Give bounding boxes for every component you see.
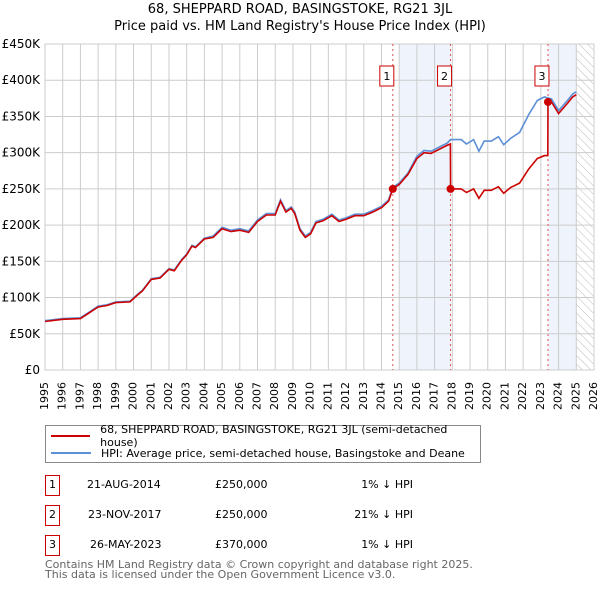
y-tick-label: £100K <box>2 291 42 305</box>
footer: Contains HM Land Registry data © Crown c… <box>45 558 473 581</box>
y-tick-label: £250K <box>2 182 42 196</box>
x-tick-label: 2003 <box>180 382 193 410</box>
x-tick-label: 2017 <box>428 382 441 410</box>
x-tick-label: 2010 <box>304 382 317 410</box>
x-tick-label: 2022 <box>516 382 529 410</box>
x-tick-label: 2025 <box>569 382 582 410</box>
x-tick-label: 2005 <box>215 382 228 410</box>
x-tick-label: 1998 <box>91 382 104 410</box>
y-tick-label: £200K <box>2 218 42 232</box>
y-tick-label: £0 <box>25 363 40 377</box>
legend-label: 68, SHEPPARD ROAD, BASINGSTOKE, RG21 3JL… <box>100 423 448 449</box>
sale-date: 21-AUG-2014 <box>87 478 161 491</box>
x-tick-label: 2007 <box>251 382 264 410</box>
footer-copyright: Contains HM Land Registry data © Crown c… <box>45 558 473 571</box>
sale-point <box>543 97 552 106</box>
plot-frame <box>44 43 595 371</box>
legend-item-property: 68, SHEPPARD ROAD, BASINGSTOKE, RG21 3JL… <box>51 423 480 449</box>
x-tick-label: 2002 <box>162 382 175 410</box>
y-tick-label: £300K <box>2 146 42 160</box>
x-tick-label: 2012 <box>339 382 352 410</box>
x-tick-label: 2023 <box>534 382 547 410</box>
x-tick-label: 2019 <box>463 382 476 410</box>
sale-label: 2 <box>441 70 448 83</box>
legend-swatch-red <box>51 435 91 437</box>
sale-point <box>388 184 397 193</box>
shaded-period <box>547 44 577 370</box>
sale-marker-badge: 2 <box>45 505 60 526</box>
shaded-period <box>399 44 451 370</box>
sale-point <box>446 184 455 193</box>
footer-licence: This data is licensed under the Open Gov… <box>45 568 396 581</box>
chart-subtitle: Price paid vs. HM Land Registry's House … <box>114 19 486 34</box>
sale-label: 3 <box>538 70 545 83</box>
y-tick-label: £350K <box>2 109 42 123</box>
sale-marker-badge: 1 <box>45 475 60 496</box>
legend-swatch-blue <box>51 452 91 454</box>
sale-row: 3 26-MAY-2023 £370,000 1% ↓ HPI <box>45 535 445 556</box>
sale-hpi-diff: 1% ↓ HPI <box>361 478 413 491</box>
sale-label-box <box>379 65 395 87</box>
x-tick-label: 1995 <box>38 382 51 410</box>
legend-label: HPI: Average price, semi-detached house,… <box>101 446 465 460</box>
sale-price: £250,000 <box>215 478 268 491</box>
sale-label-box <box>534 65 550 87</box>
sale-hpi-diff: 21% ↓ HPI <box>354 508 413 521</box>
sale-price: £250,000 <box>215 508 268 521</box>
sale-hpi-diff: 1% ↓ HPI <box>361 538 413 551</box>
x-tick-label: 2018 <box>445 382 458 410</box>
y-tick-label: £150K <box>2 254 42 268</box>
x-tick-label: 1997 <box>73 382 86 410</box>
chart-title: 68, SHEPPARD ROAD, BASINGSTOKE, RG21 3JL <box>147 2 453 17</box>
sale-date: 26-MAY-2023 <box>90 538 162 551</box>
sale-marker-badge: 3 <box>45 535 60 556</box>
x-tick-label: 2016 <box>410 382 423 410</box>
x-tick-label: 2013 <box>357 382 370 410</box>
x-tick-label: 2006 <box>233 382 246 410</box>
x-tick-label: 2026 <box>587 382 600 410</box>
x-tick-label: 2000 <box>127 382 140 410</box>
x-tick-label: 2011 <box>321 382 334 410</box>
price-chart: 1995 1996 1997 1998 1999 2000 2001 2002 2003 2004… <box>2 37 600 410</box>
y-tick-label: £400K <box>2 73 42 87</box>
sale-label: 1 <box>383 70 390 83</box>
x-tick-label: 2004 <box>197 382 210 410</box>
forecast-hatch <box>576 44 594 370</box>
x-tick-label: 2001 <box>144 382 157 410</box>
sale-label-box <box>437 65 453 87</box>
x-tick-label: 2021 <box>498 382 511 410</box>
x-tick-label: 2015 <box>392 382 405 410</box>
x-tick-label: 2014 <box>374 382 387 410</box>
property-price-line <box>44 94 577 323</box>
x-tick-label: 2024 <box>552 382 565 410</box>
sale-row: 1 21-AUG-2014 £250,000 1% ↓ HPI <box>45 475 445 496</box>
y-tick-label: £450K <box>2 37 42 51</box>
x-tick-label: 1999 <box>109 382 122 410</box>
legend-item-hpi: HPI: Average price, semi-detached house,… <box>51 445 465 461</box>
sale-row: 2 23-NOV-2017 £250,000 21% ↓ HPI <box>45 505 445 526</box>
x-tick-label: 2009 <box>286 382 299 410</box>
x-tick-label: 2008 <box>268 382 281 410</box>
sale-price: £370,000 <box>215 538 268 551</box>
x-tick-label: 1996 <box>56 382 69 410</box>
y-tick-label: £50K <box>9 327 41 341</box>
sale-date: 23-NOV-2017 <box>88 508 162 521</box>
legend: 68, SHEPPARD ROAD, BASINGSTOKE, RG21 3JL… <box>45 423 481 463</box>
x-tick-label: 2020 <box>481 382 494 410</box>
